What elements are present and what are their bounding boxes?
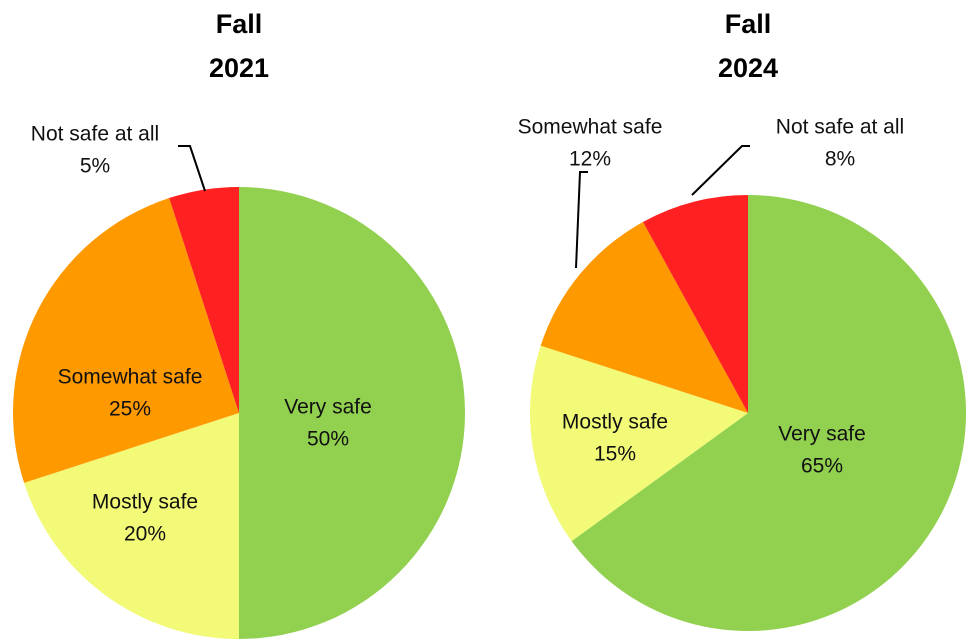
pie-slice [540,221,748,413]
slice-label: Not safe at all [31,123,159,146]
leader-line [178,145,206,192]
pie-slice [239,187,465,639]
value-label: 15% [594,443,636,466]
pie-slice [169,187,239,413]
value-label: 5% [80,155,110,178]
pie-slice [642,195,748,413]
value-label: 65% [801,455,843,478]
slice-label: Mostly safe [562,411,668,434]
chart-title: Fall 2024 [717,9,779,83]
value-label: 50% [307,428,349,451]
pie-slice [24,413,239,639]
value-label: 8% [825,148,855,171]
slice-label: Very safe [284,396,372,419]
slice-label: Somewhat safe [58,366,203,389]
chart-title: Fall 2021 [208,9,270,83]
slice-label: Very safe [778,423,866,446]
slice-label: Somewhat safe [518,116,663,139]
slice-label: Not safe at all [776,116,904,139]
slice-label: Mostly safe [92,491,198,514]
value-label: 12% [569,148,611,171]
pie-slice [12,198,240,483]
value-label: 25% [109,398,151,421]
leader-line [575,171,588,269]
pie-slice [530,345,748,542]
pie-slice [571,195,966,632]
leader-line [691,145,750,196]
value-label: 20% [124,523,166,546]
